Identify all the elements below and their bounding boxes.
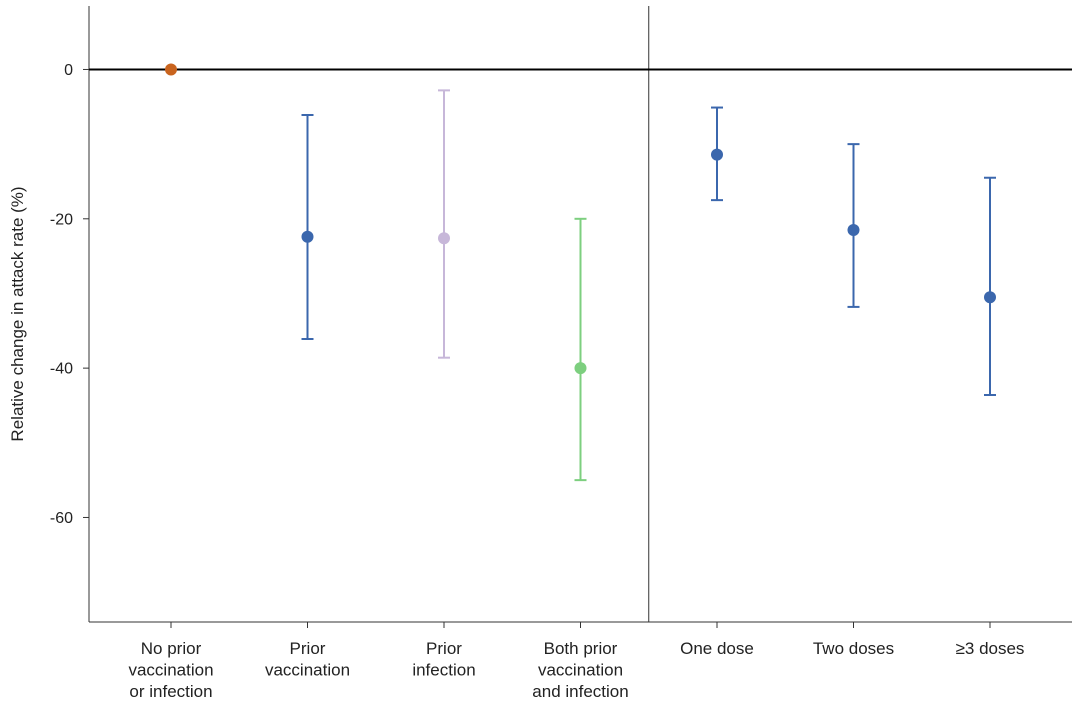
category-label: Two doses (813, 639, 894, 658)
y-axis-title: Relative change in attack rate (%) (8, 186, 27, 441)
category-label-line: No prior (141, 639, 202, 658)
y-tick-label: -40 (50, 361, 73, 378)
category-label-line: infection (412, 661, 475, 680)
data-marks (165, 63, 996, 482)
axes: 0 -20 -40 -60 (50, 6, 1072, 628)
y-tick-label: 0 (64, 62, 73, 79)
data-point (301, 230, 314, 243)
category-label: No prior vaccination or infection (128, 639, 213, 701)
category-label-line: ≥3 doses (956, 639, 1025, 658)
category-label-line: or infection (129, 682, 212, 701)
category-label-line: vaccination (265, 661, 350, 680)
category-label: ≥3 doses (956, 639, 1025, 658)
category-label-line: and infection (532, 682, 628, 701)
data-point (847, 224, 860, 236)
data-point (574, 362, 587, 375)
category-label-line: One dose (680, 639, 754, 658)
data-point (438, 232, 450, 245)
data-point (984, 291, 996, 304)
category-label: Both prior vaccination and infection (532, 639, 628, 701)
category-label-line: vaccination (128, 661, 213, 680)
category-label-line: Both prior (544, 639, 618, 658)
category-label-line: vaccination (538, 661, 623, 680)
data-point (165, 63, 177, 76)
category-label: Prior vaccination (265, 639, 350, 680)
category-label-line: Prior (290, 639, 326, 658)
data-point (711, 148, 723, 161)
y-tick-label: -60 (50, 510, 73, 527)
category-label-line: Prior (426, 639, 462, 658)
category-label: Prior infection (412, 639, 475, 680)
category-label-line: Two doses (813, 639, 894, 658)
category-label: One dose (680, 639, 754, 658)
category-labels: No prior vaccination or infection Prior vacc… (128, 639, 1024, 701)
y-tick-label: -20 (50, 211, 73, 228)
